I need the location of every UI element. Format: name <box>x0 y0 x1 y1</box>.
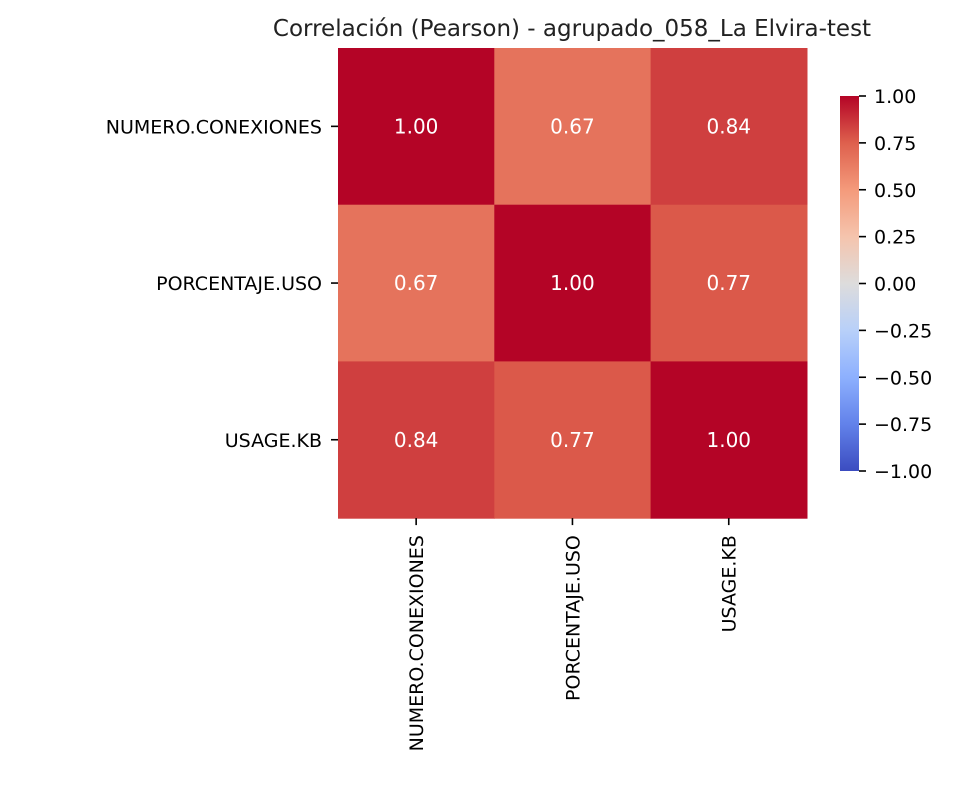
cell-label-2-0: 0.84 <box>394 428 439 452</box>
chart-title: Correlación (Pearson) - agrupado_058_La … <box>273 16 871 42</box>
heatmap-cells <box>338 48 808 519</box>
x-tick-label-0: NUMERO.CONEXIONES <box>406 535 428 751</box>
y-tick-label-2: USAGE.KB <box>225 430 322 452</box>
cell-label-0-0: 1.00 <box>394 114 439 138</box>
x-tick-label-1: PORCENTAJE.USO <box>562 535 584 701</box>
cell-label-0-1: 0.67 <box>550 114 595 138</box>
colorbar-tick-label-1: 0.75 <box>874 133 916 155</box>
x-axis: NUMERO.CONEXIONES PORCENTAJE.USO USAGE.KB <box>406 518 741 751</box>
cell-label-1-0: 0.67 <box>394 271 439 295</box>
heatmap-cell-1-0 <box>338 204 495 362</box>
colorbar-tick-label-3: 0.25 <box>874 227 916 249</box>
colorbar-tick-label-6: −0.50 <box>874 367 932 389</box>
colorbar-tick-label-5: −0.25 <box>874 320 932 342</box>
colorbar-tick-label-2: 0.50 <box>874 180 916 202</box>
cell-label-2-1: 0.77 <box>550 428 595 452</box>
heatmap-cell-1-1 <box>494 204 652 362</box>
x-tick-label-2: USAGE.KB <box>719 535 741 632</box>
cell-label-0-2: 0.84 <box>706 114 751 138</box>
cell-label-2-2: 1.00 <box>706 428 751 452</box>
y-tick-label-1: PORCENTAJE.USO <box>156 273 322 295</box>
heatmap-cell-0-0 <box>338 48 495 206</box>
heatmap-cell-1-2 <box>650 204 808 362</box>
colorbar-tick-label-0: 1.00 <box>874 86 916 108</box>
heatmap-cell-0-1 <box>494 48 652 206</box>
y-axis: NUMERO.CONEXIONES PORCENTAJE.USO USAGE.KB <box>106 116 338 452</box>
heatmap-cell-2-0 <box>338 361 495 519</box>
cell-label-1-2: 0.77 <box>706 271 751 295</box>
colorbar-tick-label-8: −1.00 <box>874 461 932 483</box>
colorbar: 1.00 0.75 0.50 0.25 0.00 −0.25 −0.50 −0.75 −1.00 <box>840 86 932 483</box>
cell-label-1-1: 1.00 <box>550 271 595 295</box>
colorbar-tick-label-7: −0.75 <box>874 414 932 436</box>
colorbar-gradient <box>840 96 859 471</box>
colorbar-tick-label-4: 0.00 <box>874 274 916 296</box>
heatmap-cell-2-1 <box>494 361 652 519</box>
y-tick-label-0: NUMERO.CONEXIONES <box>106 116 322 138</box>
heatmap-cell-0-2 <box>650 48 808 206</box>
heatmap-cell-2-2 <box>650 361 808 519</box>
heatmap-cell-labels: 1.00 0.67 0.84 0.67 1.00 0.77 0.84 0.77 1.00 <box>394 114 751 451</box>
